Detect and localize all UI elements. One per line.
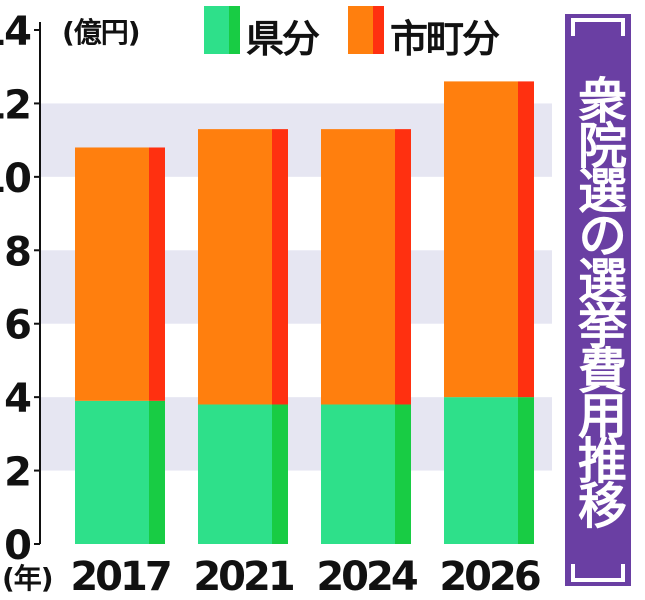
legend-label-municipal: 市町分 [390,17,500,61]
y-tick-label: 6 [4,303,30,349]
bar-stripe-2021-series-0 [272,404,288,544]
bar-stripe-2024-series-0 [395,404,411,544]
bar-2024-series-1 [321,129,395,405]
y-tick-label: 0 [4,523,30,569]
bar-2017-series-0 [75,400,149,544]
bar-2026-series-0 [444,397,518,544]
y-tick-label: 14 [0,9,30,55]
y-tick-label: 10 [0,156,30,202]
legend: 県分 市町分 [200,2,518,61]
x-axis-unit-label: (年) [2,562,53,595]
title-bracket-bottom [571,564,625,582]
title-bracket-top [571,18,625,36]
y-tick-label: 8 [4,229,30,275]
stacked-bar-chart: 0 2 4 6 8 10 12 14 2017 2021 2024 2026 (億円) (年) [0,9,552,600]
bar-2024-series-0 [321,404,395,544]
y-tick-labels: 0 2 4 6 8 10 12 14 [0,9,40,569]
y-tick-label: 12 [0,82,30,128]
bar-stripe-2024-series-1 [395,129,411,405]
side-title-panel: 衆院選の選挙費用推移 [565,14,631,586]
bar-2017-series-1 [75,147,149,401]
bar-2021-series-0 [198,404,272,544]
bar-stripe-2017-series-0 [149,400,165,544]
x-tick-labels: 2017 2021 2024 2026 [70,554,542,600]
bar-2021-series-1 [198,129,272,405]
x-tick-label: 2026 [439,554,539,600]
bar-stripe-2026-series-1 [518,81,534,398]
x-tick-label: 2021 [193,554,293,600]
x-tick-label: 2024 [316,554,416,600]
bar-2026-series-1 [444,81,518,398]
y-tick-label: 2 [4,450,30,496]
bar-stripe-2021-series-1 [272,129,288,405]
y-tick-label: 4 [4,376,30,422]
y-axis-unit-label: (億円) [62,16,140,49]
legend-swatch-municipal [348,6,384,54]
x-tick-label: 2017 [70,554,169,600]
bars-group [75,81,534,544]
bar-stripe-2026-series-0 [518,397,534,544]
legend-swatch-prefecture [204,6,240,54]
bar-stripe-2017-series-1 [149,147,165,401]
chart-title: 衆院選の選挙費用推移 [570,75,627,525]
legend-label-prefecture: 県分 [246,17,320,61]
